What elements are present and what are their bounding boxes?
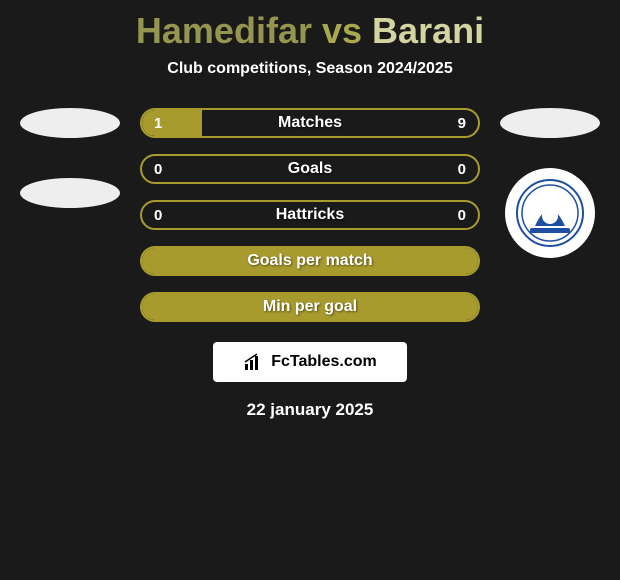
player-a-avatar-placeholder [20, 108, 120, 138]
vs-text: vs [322, 10, 362, 51]
stat-label: Goals [142, 160, 478, 178]
fctables-logo[interactable]: FcTables.com [213, 342, 407, 382]
main-area: 1Matches90Goals00Hattricks0Goals per mat… [0, 108, 620, 322]
chart-icon [243, 352, 263, 372]
stat-label: Goals per match [142, 252, 478, 270]
player-a-column [15, 108, 125, 208]
logo-text: FcTables.com [271, 353, 377, 371]
stats-list: 1Matches90Goals00Hattricks0Goals per mat… [140, 108, 480, 322]
player-a-name: Hamedifar [136, 10, 312, 51]
stat-row: Goals per match [140, 246, 480, 276]
stat-label: Matches [142, 114, 478, 132]
logo-area: FcTables.com [0, 342, 620, 382]
stat-value-right: 0 [458, 161, 466, 178]
stat-row: Min per goal [140, 292, 480, 322]
player-b-column [495, 108, 605, 258]
stat-value-right: 9 [458, 115, 466, 132]
comparison-widget: Hamedifar vs Barani Club competitions, S… [0, 0, 620, 430]
stat-label: Min per goal [142, 298, 478, 316]
player-a-club-placeholder [20, 178, 120, 208]
player-b-avatar-placeholder [500, 108, 600, 138]
stat-label: Hattricks [142, 206, 478, 224]
page-title: Hamedifar vs Barani [0, 10, 620, 52]
stat-row: 0Hattricks0 [140, 200, 480, 230]
date-label: 22 january 2025 [0, 400, 620, 420]
stat-row: 0Goals0 [140, 154, 480, 184]
stat-value-right: 0 [458, 207, 466, 224]
club-badge-icon [515, 178, 585, 248]
player-b-club-badge [505, 168, 595, 258]
stat-row: 1Matches9 [140, 108, 480, 138]
subtitle: Club competitions, Season 2024/2025 [0, 60, 620, 78]
player-b-name: Barani [372, 10, 484, 51]
